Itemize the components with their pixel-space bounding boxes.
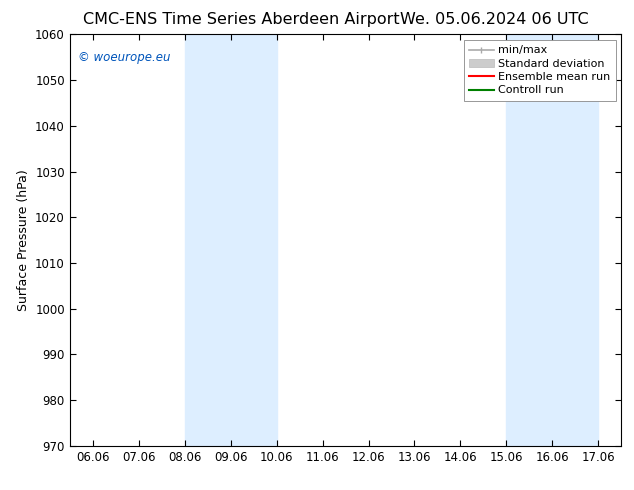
Bar [184,34,276,446]
Legend: min/max, Standard deviation, Ensemble mean run, Controll run: min/max, Standard deviation, Ensemble me… [463,40,616,101]
Text: © woeurope.eu: © woeurope.eu [78,51,171,64]
Text: CMC-ENS Time Series Aberdeen Airport: CMC-ENS Time Series Aberdeen Airport [82,12,399,27]
Text: We. 05.06.2024 06 UTC: We. 05.06.2024 06 UTC [400,12,589,27]
Y-axis label: Surface Pressure (hPa): Surface Pressure (hPa) [16,169,30,311]
Bar [507,34,598,446]
